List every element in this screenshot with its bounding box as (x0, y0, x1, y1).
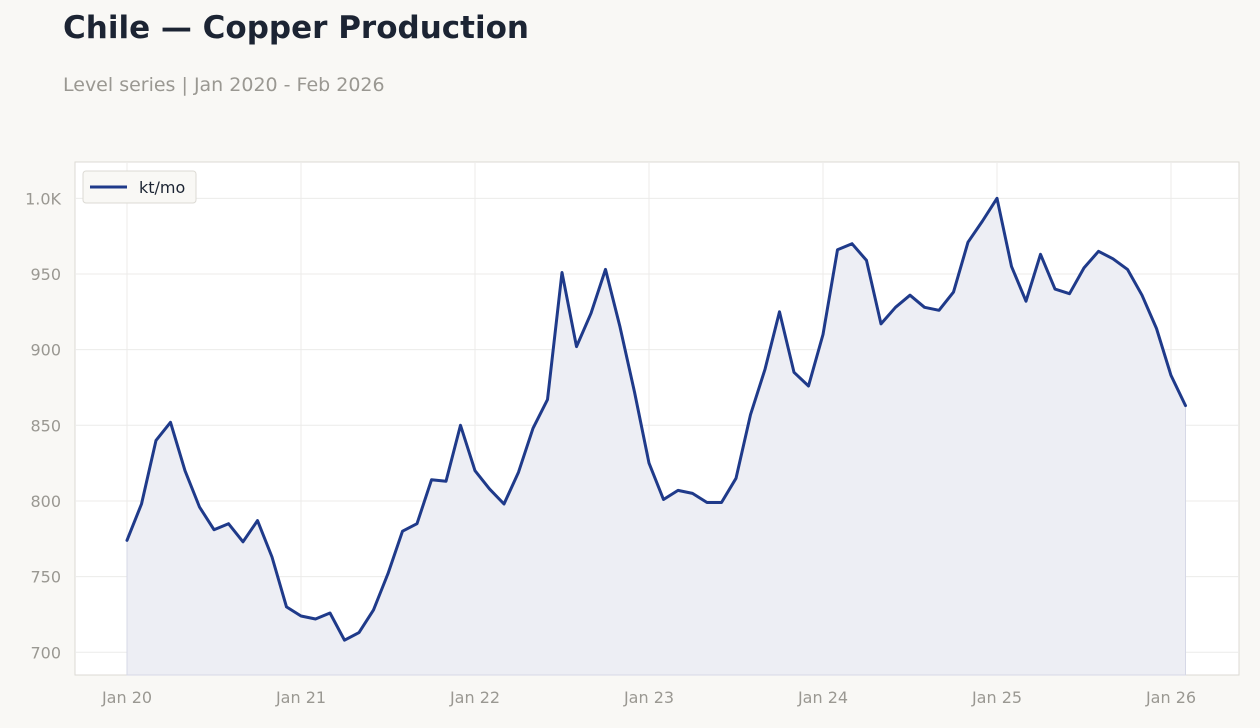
data-point (183, 469, 187, 473)
data-point (531, 426, 535, 430)
data-point (734, 476, 738, 480)
x-tick-label: Jan 22 (449, 688, 500, 707)
x-tick-label: Jan 20 (101, 688, 152, 707)
y-tick-label: 700 (30, 643, 61, 662)
data-point (227, 522, 231, 526)
data-point (314, 617, 318, 621)
y-tick-label: 850 (30, 416, 61, 435)
data-point (618, 325, 622, 329)
data-point (285, 605, 289, 609)
data-point (836, 248, 840, 252)
data-point (198, 505, 202, 509)
data-point (212, 528, 216, 532)
data-point (1126, 267, 1130, 271)
data-point (517, 470, 521, 474)
data-point (256, 519, 260, 523)
x-tick-label: Jan 26 (1145, 688, 1196, 707)
data-point (357, 631, 361, 635)
x-tick-label: Jan 24 (797, 688, 848, 707)
data-point (1184, 404, 1188, 408)
data-point (401, 529, 405, 533)
data-point (1169, 373, 1173, 377)
data-point (705, 500, 709, 504)
x-tick-label: Jan 21 (275, 688, 326, 707)
data-point (778, 310, 782, 314)
data-point (560, 270, 564, 274)
data-point (328, 611, 332, 615)
y-tick-label: 1.0K (25, 189, 61, 208)
data-point (1097, 249, 1101, 253)
data-point (502, 502, 506, 506)
data-point (937, 308, 941, 312)
data-point (604, 267, 608, 271)
data-point (792, 370, 796, 374)
data-point (952, 290, 956, 294)
data-point (647, 461, 651, 465)
data-point (981, 219, 985, 223)
data-point (1082, 266, 1086, 270)
data-point (850, 242, 854, 246)
data-point (1111, 257, 1115, 261)
data-point (1155, 326, 1159, 330)
data-point (140, 502, 144, 506)
x-tick-label: Jan 23 (623, 688, 674, 707)
series-line (125, 196, 1187, 642)
y-tick-label: 900 (30, 341, 61, 360)
x-tick-label: Jan 25 (971, 688, 1022, 707)
data-point (763, 367, 767, 371)
data-point (473, 469, 477, 473)
legend-label: kt/mo (139, 178, 185, 197)
legend-box (82, 170, 197, 204)
y-tick-label: 750 (30, 568, 61, 587)
chart-title: Chile — Copper Production (63, 10, 529, 46)
data-point (894, 305, 898, 309)
data-point (966, 240, 970, 244)
data-point (430, 478, 434, 482)
data-point (241, 540, 245, 544)
data-point (676, 488, 680, 492)
data-point (1039, 252, 1043, 256)
chart-subtitle: Level series | Jan 2020 - Feb 2026 (63, 74, 385, 96)
data-point (923, 305, 927, 309)
data-point (1010, 264, 1014, 268)
data-point (1053, 287, 1057, 291)
data-point (908, 293, 912, 297)
data-point (589, 311, 593, 315)
y-tick-label: 800 (30, 492, 61, 511)
data-point (995, 196, 999, 200)
data-point (865, 258, 869, 262)
data-point (169, 420, 173, 424)
y-tick-label: 950 (30, 265, 61, 284)
data-point (720, 500, 724, 504)
data-point (270, 555, 274, 559)
data-point (749, 413, 753, 417)
data-point (1140, 293, 1144, 297)
data-point (444, 479, 448, 483)
data-point (415, 522, 419, 526)
data-point (386, 572, 390, 576)
data-point (343, 638, 347, 642)
data-point (372, 608, 376, 612)
data-point (299, 614, 303, 618)
data-point (807, 384, 811, 388)
data-point (488, 487, 492, 491)
data-point (1068, 292, 1072, 296)
data-point (879, 322, 883, 326)
data-point (691, 491, 695, 495)
data-point (633, 390, 637, 394)
data-point (575, 345, 579, 349)
data-point (125, 538, 129, 542)
data-point (546, 398, 550, 402)
data-point (662, 497, 666, 501)
data-point (821, 333, 825, 337)
data-point (459, 423, 463, 427)
data-point (1024, 299, 1028, 303)
data-point (154, 438, 158, 442)
